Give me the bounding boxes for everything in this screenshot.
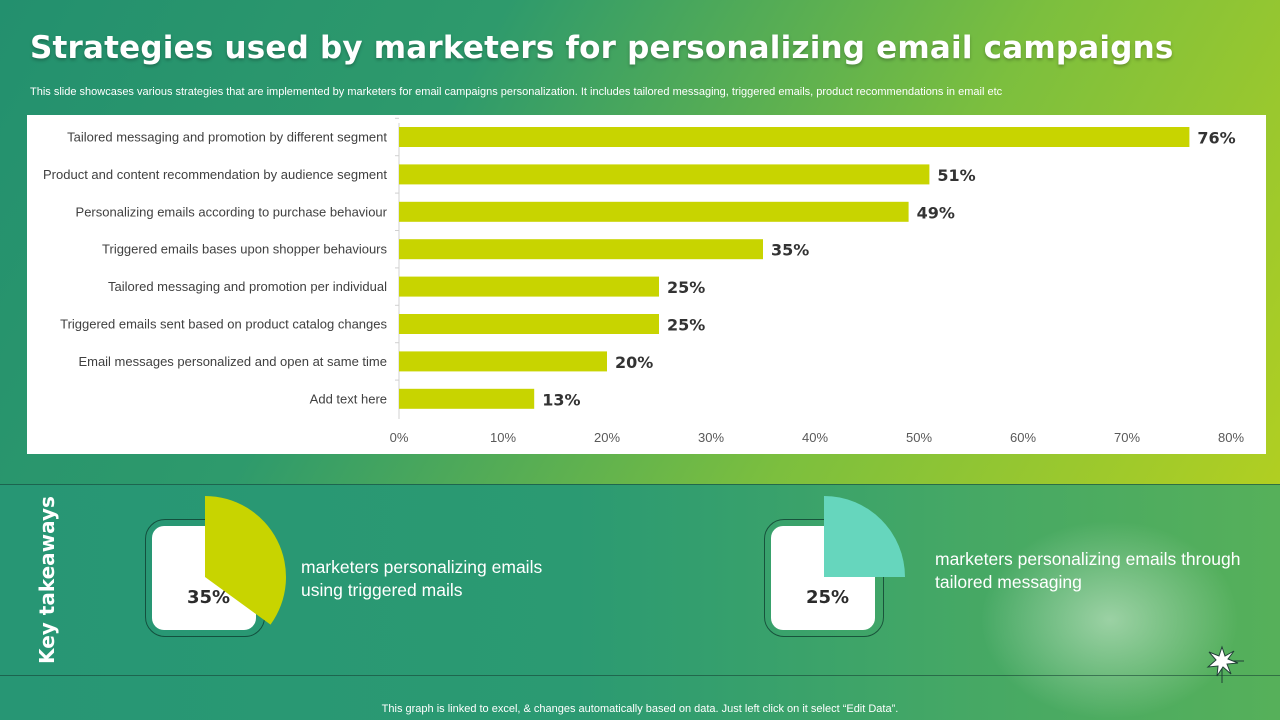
x-tick-label: 60% bbox=[1010, 430, 1036, 445]
takeaway-2-text: marketers personalizing emails through t… bbox=[935, 548, 1240, 594]
takeaway-2-pie bbox=[824, 496, 905, 577]
data-label: 49% bbox=[917, 203, 955, 222]
x-tick-label: 80% bbox=[1218, 430, 1244, 445]
category-label: Add text here bbox=[310, 391, 387, 406]
category-label: Triggered emails bases upon shopper beha… bbox=[102, 242, 387, 257]
bar bbox=[399, 239, 763, 260]
takeaway-1-text-line2: using triggered mails bbox=[301, 580, 463, 600]
page-subtitle: This slide showcases various strategies … bbox=[30, 86, 1003, 98]
takeaway-1-text: marketers personalizing emails using tri… bbox=[301, 556, 542, 602]
bar bbox=[399, 388, 535, 409]
x-tick-label: 30% bbox=[698, 430, 724, 445]
category-label: Email messages personalized and open at … bbox=[78, 354, 387, 369]
bar-chart: Tailored messaging and promotion by diff… bbox=[43, 117, 1244, 445]
page-title: Strategies used by marketers for persona… bbox=[30, 30, 1174, 66]
takeaway-2-value: 25% bbox=[806, 587, 850, 608]
decorative-glow bbox=[980, 520, 1240, 720]
takeaway-2-text-line2: tailored messaging bbox=[935, 572, 1082, 592]
footer-note: This graph is linked to excel, & changes… bbox=[381, 703, 899, 715]
category-label: Personalizing emails according to purcha… bbox=[76, 204, 388, 219]
x-tick-label: 40% bbox=[802, 430, 828, 445]
data-label: 25% bbox=[667, 316, 705, 335]
bar bbox=[399, 201, 909, 222]
divider-top bbox=[0, 484, 1280, 485]
data-label: 51% bbox=[937, 166, 975, 185]
starburst-icon bbox=[1206, 645, 1244, 683]
data-label: 20% bbox=[615, 353, 653, 372]
key-takeaways-label: Key takeaways bbox=[35, 496, 59, 664]
x-tick-label: 70% bbox=[1114, 430, 1140, 445]
takeaway-1-pie-slice bbox=[205, 496, 286, 625]
data-label: 13% bbox=[542, 390, 580, 409]
bar bbox=[399, 351, 607, 372]
category-label: Product and content recommendation by au… bbox=[43, 167, 387, 182]
category-label: Tailored messaging and promotion by diff… bbox=[67, 130, 387, 145]
takeaway-1-pie bbox=[205, 496, 286, 625]
takeaway-1-text-line1: marketers personalizing emails bbox=[301, 557, 543, 577]
category-label: Triggered emails sent based on product c… bbox=[60, 317, 387, 332]
takeaway-2-text-line1: marketers personalizing emails through bbox=[935, 549, 1241, 569]
data-label: 25% bbox=[667, 278, 705, 297]
takeaway-1-value: 35% bbox=[187, 587, 231, 608]
divider-bottom bbox=[0, 675, 1280, 676]
takeaway-2-pie-slice bbox=[824, 496, 905, 577]
x-tick-label: 10% bbox=[490, 430, 516, 445]
bar bbox=[399, 314, 659, 334]
bar-chart-panel[interactable]: Tailored messaging and promotion by diff… bbox=[27, 115, 1266, 454]
x-tick-label: 50% bbox=[906, 430, 932, 445]
category-label: Tailored messaging and promotion per ind… bbox=[108, 279, 387, 294]
bar bbox=[399, 276, 659, 297]
bar bbox=[399, 164, 930, 185]
data-label: 76% bbox=[1197, 129, 1235, 148]
x-tick-label: 0% bbox=[390, 430, 409, 445]
data-label: 35% bbox=[771, 241, 809, 260]
bar bbox=[399, 127, 1190, 147]
x-tick-label: 20% bbox=[594, 430, 620, 445]
